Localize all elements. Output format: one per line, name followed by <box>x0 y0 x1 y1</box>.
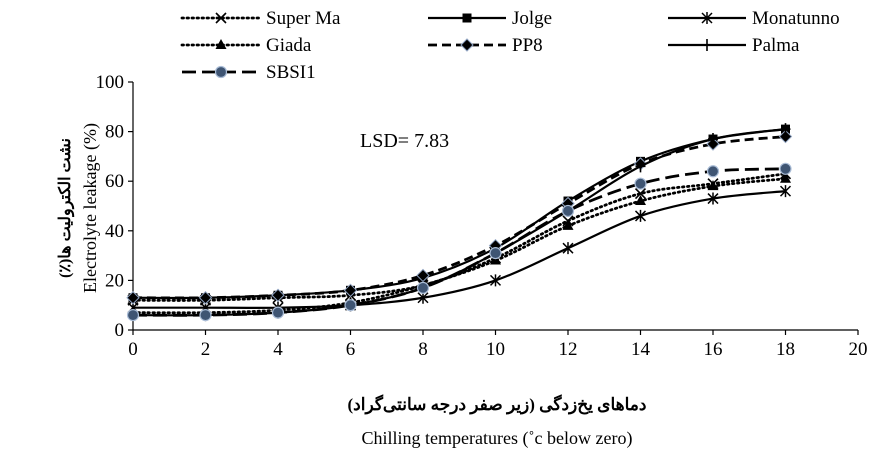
data-point <box>634 188 647 200</box>
y-tick-label: 20 <box>105 270 124 291</box>
x-tick-label: 20 <box>849 339 868 360</box>
data-point <box>635 160 646 173</box>
data-point <box>490 254 501 265</box>
data-point <box>778 129 793 144</box>
series-line <box>132 167 786 317</box>
data-point <box>343 283 358 298</box>
data-point <box>416 281 430 294</box>
data-point <box>635 195 646 206</box>
axes: 0 2 4 6 8 10 12 14 16 18 20 0 20 40 60 80 100 <box>96 72 868 360</box>
legend-label: SBSI1 <box>266 62 316 83</box>
series-line <box>133 190 786 309</box>
legend: Super Ma Jolge Monatunno Giada PP8 Palma SBSI1 <box>180 8 840 83</box>
series-super-ma <box>127 168 792 306</box>
series-layer <box>126 123 793 322</box>
data-point <box>707 192 719 205</box>
data-point <box>489 247 502 260</box>
data-point <box>416 268 430 283</box>
series-jolge <box>128 124 790 303</box>
data-point <box>708 133 718 146</box>
legend-marker <box>214 65 228 79</box>
data-point <box>779 185 792 198</box>
y-axis-label-fa: نشت الکترولیت ها(٪) <box>57 138 75 278</box>
legend-item: PP8 <box>428 35 543 56</box>
x-axis-label-en: Chilling temperatures (˚c below zero) <box>362 428 633 449</box>
data-point <box>634 177 647 190</box>
legend-label: Super Ma <box>266 8 341 29</box>
series-pp8 <box>126 129 793 305</box>
series-giada <box>127 172 791 317</box>
legend-label: Palma <box>752 35 800 56</box>
data-point <box>271 306 285 319</box>
x-tick-label: 14 <box>631 339 651 360</box>
legend-item: Jolge <box>428 8 552 29</box>
data-point <box>561 204 575 218</box>
y-tick-label: 60 <box>105 171 124 192</box>
series-line <box>131 177 787 315</box>
y-tick-label: 0 <box>115 320 125 341</box>
y-tick-label: 100 <box>96 72 125 93</box>
legend-item: Giada <box>180 35 312 56</box>
series-sbsi1 <box>126 162 792 322</box>
legend-item: SBSI1 <box>182 62 316 83</box>
data-point <box>780 172 791 183</box>
data-point <box>126 309 140 322</box>
legend-label: Monatunno <box>752 8 840 29</box>
data-point <box>198 291 213 305</box>
y-tick-label: 80 <box>105 122 124 143</box>
data-point <box>199 309 212 322</box>
data-point <box>344 299 357 312</box>
legend-label: Jolge <box>512 8 552 29</box>
data-point <box>706 165 720 178</box>
x-tick-label: 18 <box>776 339 795 360</box>
legend-marker <box>460 38 474 52</box>
x-tick-label: 8 <box>418 339 428 360</box>
legend-item: Super Ma <box>180 8 341 29</box>
series-line <box>132 128 786 300</box>
legend-item: Palma <box>668 35 800 56</box>
legend-marker <box>462 13 472 23</box>
x-tick-label: 12 <box>559 339 578 360</box>
legend-marker <box>215 12 227 24</box>
x-tick-label: 4 <box>273 339 283 360</box>
legend-marker <box>701 12 713 24</box>
series-line <box>132 135 786 300</box>
legend-label: Giada <box>266 35 312 56</box>
series-line <box>131 172 787 302</box>
data-point <box>779 162 792 175</box>
series-line <box>132 128 786 317</box>
data-point <box>562 219 574 230</box>
data-point <box>562 242 574 255</box>
x-axis-label-fa: دماهای یخ‌زدگی (زیر صفر درجه سانتی‌گراد) <box>348 394 647 415</box>
x-tick-label: 10 <box>486 339 505 360</box>
data-point <box>126 291 140 305</box>
x-tick-label: 6 <box>346 339 356 360</box>
x-tick-label: 2 <box>201 339 211 360</box>
x-tick-label: 16 <box>704 339 723 360</box>
y-axis-label-en: Electrolyte leakage (%) <box>80 123 101 293</box>
legend-marker <box>702 39 712 51</box>
data-point <box>271 288 285 302</box>
y-tick-label: 40 <box>105 221 124 242</box>
lsd-annotation: LSD= 7.83 <box>360 130 449 152</box>
x-tick-label: 0 <box>128 339 138 360</box>
legend-marker <box>215 39 227 49</box>
data-point <box>634 209 647 222</box>
data-point <box>780 123 791 136</box>
data-point <box>707 180 719 191</box>
series-monatunno <box>127 185 792 314</box>
data-point <box>489 274 502 287</box>
legend-item: Monatunno <box>668 8 840 29</box>
legend-label: PP8 <box>512 35 543 56</box>
